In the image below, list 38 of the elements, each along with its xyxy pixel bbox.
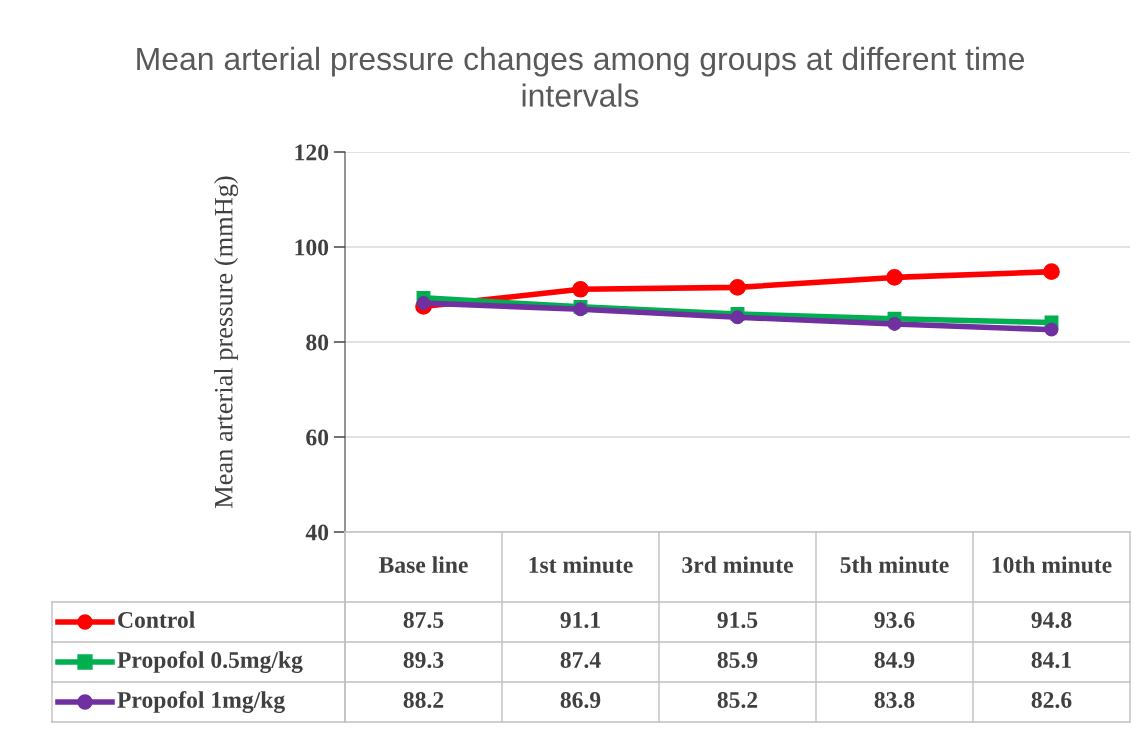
y-tick-label: 100: [295, 239, 329, 256]
point: [1044, 322, 1059, 337]
y-tick-label: 40: [305, 524, 329, 541]
data-label: 84.9: [874, 651, 915, 669]
point: [1043, 263, 1060, 281]
data-label: 89.3: [403, 651, 444, 669]
x-tick-label: 1st minute: [529, 556, 633, 573]
data-label: 85.9: [717, 651, 758, 669]
x-tick-label: 3rd minute: [682, 556, 793, 573]
point: [886, 269, 903, 286]
legend-label: Propofol 1mg/kg: [117, 691, 285, 713]
point: [730, 310, 745, 325]
data-label: 83.8: [874, 691, 915, 709]
data-label: 91.5: [717, 612, 758, 629]
x-tick-label: 10th minute: [992, 556, 1112, 573]
data-label: 87.4: [560, 651, 601, 669]
data-label: 86.9: [560, 691, 601, 709]
point: [416, 296, 431, 310]
x-tick-label: 5th minute: [840, 556, 949, 573]
data-label: 88.2: [403, 691, 444, 709]
y-tick-label: 60: [306, 429, 329, 446]
point: [729, 279, 746, 296]
point: [887, 317, 902, 331]
chart-title: Mean arterial pressure changes among groups at different time intervals: [137, 46, 1025, 107]
y-tick-label: 80: [306, 334, 329, 351]
data-label: 82.6: [1031, 691, 1072, 709]
y-tick-label: 120: [295, 144, 329, 161]
data-label: 93.6: [874, 612, 915, 629]
point: [572, 280, 589, 298]
x-tick-label: Base line: [378, 556, 468, 573]
legend-label: Propofol 0.5mg/kg: [117, 651, 303, 673]
y-axis-title: Mean arterial pressure (mmHg): [214, 176, 239, 508]
data-label: 94.8: [1031, 611, 1072, 629]
data-label: 85.2: [717, 691, 758, 709]
data-label: 91.1: [560, 612, 600, 629]
legend-label: Control: [118, 611, 195, 628]
data-label: 87.5: [403, 611, 444, 629]
data-label: 84.1: [1031, 651, 1071, 669]
